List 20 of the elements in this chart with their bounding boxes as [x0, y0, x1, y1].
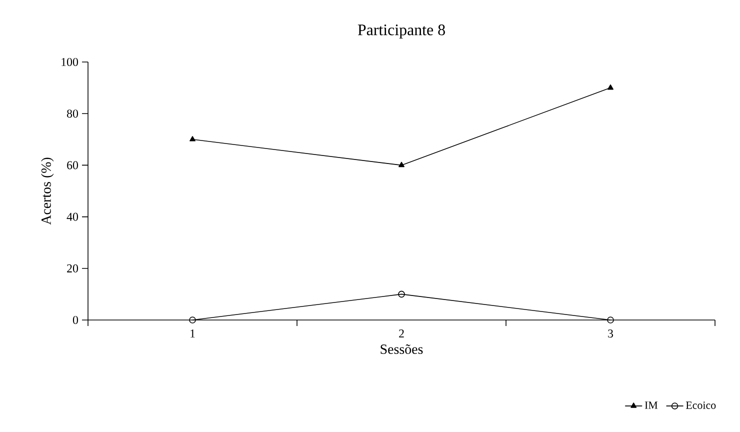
- point: [189, 316, 196, 324]
- y-tick-label: 100: [62, 58, 78, 66]
- y-axis-title: Acertos (%): [41, 158, 54, 225]
- y-tick-label: 80: [66, 110, 78, 118]
- legend-label: Ecoico: [686, 402, 716, 409]
- y-tick-label: 0: [72, 316, 78, 324]
- y-tick-label: 60: [67, 161, 78, 170]
- x-tick-label: 1: [190, 330, 195, 338]
- legend-label: IM: [644, 402, 658, 409]
- y-tick-label: 20: [67, 264, 78, 272]
- point: [608, 84, 614, 90]
- y-tick-label: 40: [66, 212, 78, 221]
- point: [398, 290, 405, 298]
- point: [398, 162, 404, 168]
- point: [190, 136, 196, 142]
- x-axis-title: Sessões: [380, 344, 423, 354]
- point: [607, 316, 614, 324]
- x-tick-label: 3: [608, 330, 614, 338]
- x-tick-label: 2: [399, 330, 404, 338]
- chart-title: Participante 8: [358, 24, 445, 38]
